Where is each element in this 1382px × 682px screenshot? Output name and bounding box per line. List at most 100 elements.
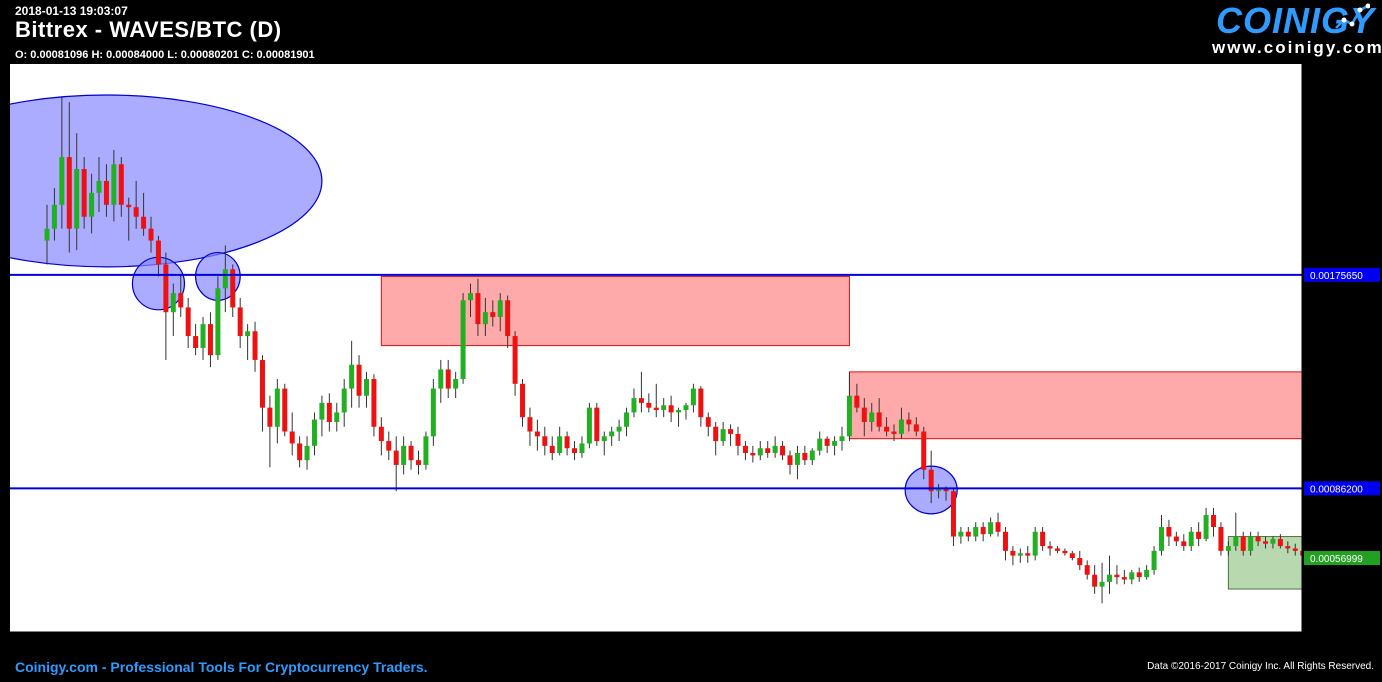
candle: [148, 216, 154, 253]
candle: [490, 300, 496, 327]
candle: [505, 295, 511, 348]
x-tick-label: Dec: [1315, 639, 1335, 651]
candle-body: [1225, 546, 1231, 551]
candle-body: [869, 412, 875, 422]
y-tick-label: 0.00100000: [1310, 451, 1363, 462]
candle: [520, 379, 526, 427]
candle-body: [1077, 558, 1083, 566]
candle: [1233, 512, 1239, 551]
candle: [891, 424, 897, 442]
y-tick-label: 0.00040000: [1310, 595, 1363, 606]
candle: [155, 235, 161, 277]
candle-body: [1255, 536, 1261, 542]
candle: [423, 431, 429, 470]
candle-body: [958, 531, 964, 537]
candle: [534, 419, 540, 451]
candle: [482, 297, 488, 337]
candle-body: [445, 369, 451, 389]
candle-body: [200, 324, 206, 348]
candle: [802, 445, 808, 465]
candle: [564, 431, 570, 456]
candle-body: [245, 331, 251, 337]
candle: [74, 133, 80, 251]
candle-body: [423, 436, 429, 465]
candle-body: [1151, 550, 1157, 570]
candle-body: [1136, 572, 1142, 578]
candle: [1054, 546, 1060, 554]
candle: [1225, 541, 1231, 556]
candle: [616, 419, 622, 442]
candle: [624, 407, 630, 437]
candle: [631, 388, 637, 418]
candle-body: [1084, 565, 1090, 575]
candle-body: [728, 429, 734, 434]
candle: [200, 316, 206, 360]
candle: [772, 436, 778, 458]
candle-body: [1173, 536, 1179, 542]
candle-body: [891, 431, 897, 434]
candle: [928, 450, 934, 504]
candle: [1040, 526, 1046, 551]
candle-body: [609, 431, 615, 437]
candle-body: [1069, 553, 1075, 559]
candle-body: [356, 364, 362, 396]
candle-body: [757, 448, 763, 456]
candle-body: [74, 169, 80, 229]
candle: [638, 371, 644, 413]
level-price-tag-1-text: 0.00175650: [1310, 271, 1363, 282]
candle: [936, 484, 942, 499]
candle-body: [750, 453, 756, 456]
candle: [653, 383, 659, 418]
candle: [96, 157, 102, 212]
y-tick-label: 0.00140000: [1310, 356, 1363, 367]
candle-body: [928, 469, 934, 492]
candle-body: [661, 405, 667, 411]
candle-body: [527, 417, 533, 432]
candle-body: [1166, 526, 1172, 537]
candle: [824, 436, 830, 454]
candle: [304, 436, 310, 470]
x-tick-label: Sep: [639, 639, 659, 651]
resistance-zone-1: [380, 275, 850, 347]
candle: [676, 407, 682, 427]
candle: [1062, 548, 1068, 556]
candle-body: [178, 293, 184, 308]
candle: [757, 441, 763, 461]
candle-body: [363, 379, 369, 396]
candle-body: [1040, 531, 1046, 547]
candle-body: [267, 407, 273, 427]
candle: [839, 426, 845, 451]
candle: [1114, 565, 1120, 585]
ohlc-readout: O: 0.00081096 H: 0.00084000 L: 0.0008020…: [15, 49, 315, 61]
candle: [557, 426, 563, 456]
y-tick-label: 0.00180000: [1310, 260, 1363, 271]
x-tick-label: 12: [41, 639, 53, 651]
candle: [468, 283, 474, 317]
candle-body: [349, 364, 355, 389]
candle-body: [170, 293, 176, 313]
candle-body: [341, 388, 347, 413]
candle-body: [557, 436, 563, 454]
candle-body: [89, 192, 95, 217]
candle: [133, 180, 139, 229]
candle: [126, 197, 132, 241]
footer-copyright: Data ©2016-2017 Coinigy Inc. All Rights …: [1147, 661, 1374, 672]
candle: [341, 379, 347, 427]
candle: [1196, 522, 1202, 547]
candle: [1002, 526, 1008, 561]
candle-body: [1025, 553, 1031, 556]
candle-body: [230, 269, 236, 308]
chart-footer: Coinigy.com - Professional Tools For Cry…: [0, 652, 1382, 682]
candle-body: [690, 388, 696, 406]
pair-title: Bittrex - WAVES/BTC (D): [15, 17, 282, 42]
candle: [854, 383, 860, 413]
candle-body: [1211, 515, 1217, 527]
candle-body: [66, 157, 72, 229]
candle-body: [1181, 541, 1187, 547]
candle: [1010, 546, 1016, 566]
candle-body: [1002, 531, 1008, 551]
candle: [787, 450, 793, 475]
candle: [207, 312, 213, 368]
candle: [683, 402, 689, 420]
candle: [661, 398, 667, 418]
